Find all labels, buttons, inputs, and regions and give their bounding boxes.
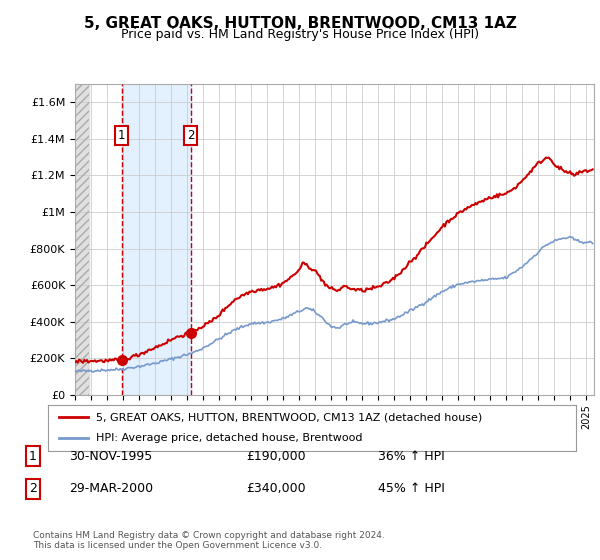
Text: Price paid vs. HM Land Registry's House Price Index (HPI): Price paid vs. HM Land Registry's House … [121,28,479,41]
Text: 5, GREAT OAKS, HUTTON, BRENTWOOD, CM13 1AZ: 5, GREAT OAKS, HUTTON, BRENTWOOD, CM13 1… [83,16,517,31]
Text: £340,000: £340,000 [246,482,305,496]
Text: 1: 1 [29,450,37,463]
Text: 45% ↑ HPI: 45% ↑ HPI [378,482,445,496]
Text: 2: 2 [29,482,37,496]
Bar [75,84,89,395]
Text: 1: 1 [118,129,125,142]
Text: 2: 2 [187,129,194,142]
Text: 29-MAR-2000: 29-MAR-2000 [69,482,153,496]
Bar [75,84,89,395]
Text: HPI: Average price, detached house, Brentwood: HPI: Average price, detached house, Bren… [95,433,362,444]
Text: £190,000: £190,000 [246,450,305,463]
Text: 5, GREAT OAKS, HUTTON, BRENTWOOD, CM13 1AZ (detached house): 5, GREAT OAKS, HUTTON, BRENTWOOD, CM13 1… [95,412,482,422]
Text: Contains HM Land Registry data © Crown copyright and database right 2024.
This d: Contains HM Land Registry data © Crown c… [33,531,385,550]
Text: 30-NOV-1995: 30-NOV-1995 [69,450,152,463]
Bar [122,84,191,395]
Text: 36% ↑ HPI: 36% ↑ HPI [378,450,445,463]
